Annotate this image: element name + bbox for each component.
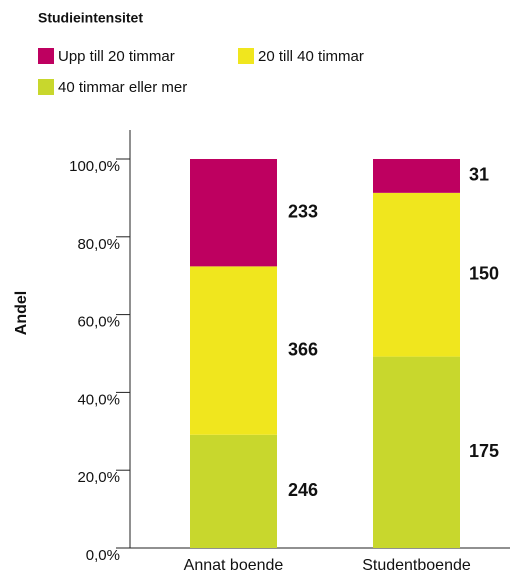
data-label: 246 — [288, 480, 318, 500]
data-label: 150 — [469, 263, 499, 283]
data-label: 233 — [288, 201, 318, 221]
legend-swatch — [38, 79, 54, 95]
y-tick-label: 100,0% — [69, 158, 120, 175]
bar-segment — [190, 434, 277, 548]
data-label: 175 — [469, 441, 499, 461]
y-tick-label: 80,0% — [77, 236, 120, 253]
legend-label: 40 timmar eller mer — [58, 79, 187, 96]
y-tick-label: 60,0% — [77, 314, 120, 331]
legend-title: Studieintensitet — [38, 10, 143, 26]
x-tick-label: Studentboende — [362, 557, 471, 574]
legend-label: 20 till 40 timmar — [258, 48, 364, 65]
bar-segment — [373, 159, 460, 193]
legend-label: Upp till 20 timmar — [58, 48, 175, 65]
bar-segment — [373, 356, 460, 548]
y-tick-label: 0,0% — [86, 547, 120, 564]
y-axis-label: Andel — [13, 291, 30, 335]
legend-swatch — [238, 48, 254, 64]
bar-segment — [190, 159, 277, 267]
bar-segment — [373, 192, 460, 357]
x-tick-label: Annat boende — [184, 557, 284, 574]
data-label: 366 — [288, 339, 318, 359]
legend-swatch — [38, 48, 54, 64]
y-tick-label: 40,0% — [77, 391, 120, 408]
data-label: 31 — [469, 165, 489, 185]
y-tick-label: 20,0% — [77, 469, 120, 486]
bar-segment — [190, 266, 277, 435]
